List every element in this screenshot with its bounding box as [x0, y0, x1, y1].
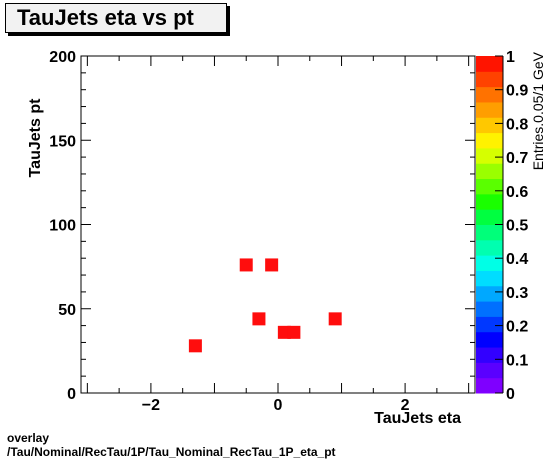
colorbar-segment [476, 331, 503, 348]
colorbar-segment [476, 209, 503, 225]
colorbar-segment [476, 239, 503, 256]
colorbar-title: Entries.0.05/1 GeV [530, 51, 546, 170]
colorbar-segment [476, 132, 503, 149]
colorbar-tick-label: 0.9 [506, 83, 528, 100]
colorbar-segment [476, 101, 503, 118]
y-tick-label: 150 [49, 133, 76, 150]
heatmap-cell [328, 312, 342, 326]
colorbar-segment [476, 86, 503, 103]
x-tick-label: −2 [142, 397, 160, 414]
colorbar-segment [476, 377, 503, 394]
y-tick-label: 0 [67, 386, 76, 403]
colorbar-tick-label: 0 [506, 386, 515, 403]
title-box: TauJets eta vs pt [5, 3, 227, 33]
colorbar-segment [476, 71, 503, 88]
chart-title: TauJets eta vs pt [17, 5, 194, 30]
colorbar-tick-label: 0.6 [506, 184, 528, 201]
colorbar-segment [476, 362, 503, 379]
y-tick-label: 200 [49, 49, 76, 66]
colorbar-segment [476, 178, 503, 195]
y-axis-title: TauJets pt [27, 98, 44, 178]
heatmap-cell [239, 258, 253, 272]
footer-path: /Tau/Nominal/RecTau/1P/Tau_Nominal_RecTa… [7, 445, 336, 459]
footer-label: overlay [7, 431, 50, 445]
heatmap-cell [252, 312, 266, 326]
colorbar-tick-label: 0.5 [506, 218, 528, 235]
colorbar-tick-label: 0.1 [506, 352, 528, 369]
colorbar-tick-label: 0.2 [506, 319, 528, 336]
colorbar-segment [476, 316, 503, 333]
colorbar-tick-label: 0.3 [506, 285, 528, 302]
colorbar-segment [476, 163, 503, 180]
colorbar-segment [476, 285, 503, 302]
colorbar-tick-label: 0.4 [506, 251, 528, 268]
colorbar-segment [476, 147, 503, 164]
colorbar-tick-label: 0.8 [506, 116, 528, 133]
colorbar-segment [476, 56, 503, 72]
x-tick-label: 2 [401, 397, 410, 414]
x-tick-label: 0 [274, 397, 283, 414]
colorbar-segment [476, 224, 503, 241]
plot-frame [80, 55, 476, 394]
heatmap-cell [265, 258, 279, 272]
colorbar-segment [476, 347, 503, 363]
heatmap-cell [188, 339, 202, 353]
colorbar-tick-label: 1 [506, 49, 515, 66]
colorbar-segment [476, 255, 503, 271]
y-tick-label: 50 [58, 302, 76, 319]
x-axis-title: TauJets eta [374, 410, 461, 427]
colorbar-segment [476, 193, 503, 210]
colorbar-tick-label: 0.7 [506, 150, 528, 167]
heatmap-cell [287, 325, 301, 339]
colorbar-segment [476, 301, 503, 317]
y-tick-label: 100 [49, 218, 76, 235]
colorbar-segment [476, 117, 503, 134]
colorbar-segment [476, 270, 503, 287]
